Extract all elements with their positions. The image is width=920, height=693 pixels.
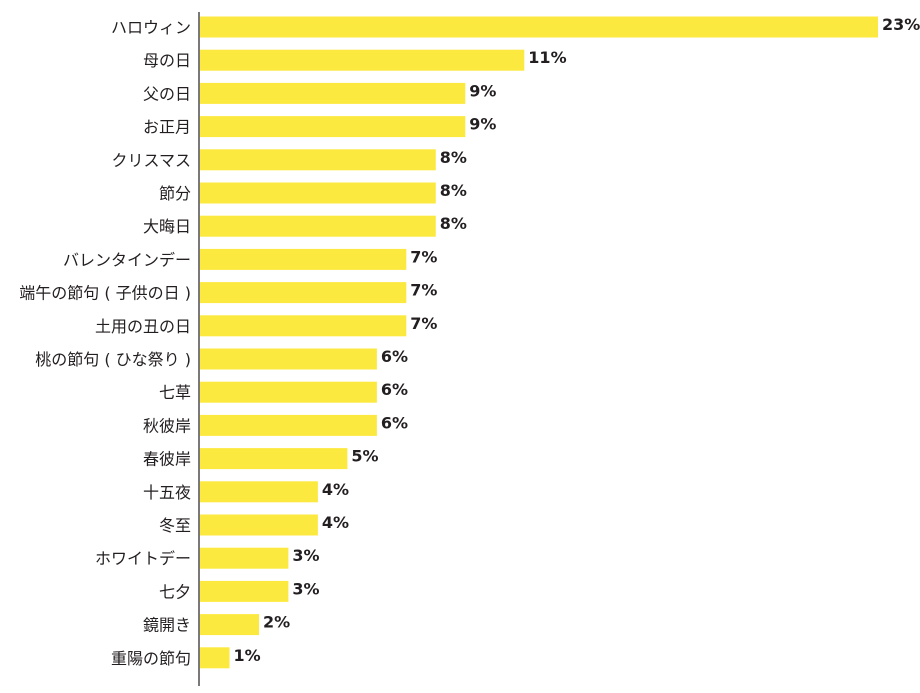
category-label-6: 大晦日 bbox=[143, 217, 191, 236]
bar-7 bbox=[200, 248, 407, 270]
bar-19 bbox=[200, 647, 230, 669]
bar-18 bbox=[200, 614, 259, 636]
category-label-13: 春彼岸 bbox=[143, 450, 191, 469]
value-label-9: 7% bbox=[410, 314, 437, 333]
category-label-2: 父の日 bbox=[143, 84, 191, 103]
value-label-10: 6% bbox=[381, 347, 408, 366]
bar-15 bbox=[200, 514, 318, 536]
value-label-15: 4% bbox=[322, 513, 349, 532]
value-label-17: 3% bbox=[292, 579, 319, 598]
category-label-1: 母の日 bbox=[143, 51, 191, 70]
value-label-13: 5% bbox=[351, 447, 378, 466]
bar-11 bbox=[200, 381, 377, 403]
value-label-4: 8% bbox=[440, 148, 467, 167]
category-label-17: 七夕 bbox=[159, 582, 191, 601]
value-label-18: 2% bbox=[263, 613, 290, 632]
bar-5 bbox=[200, 182, 436, 204]
value-label-8: 7% bbox=[410, 281, 437, 300]
value-label-12: 6% bbox=[381, 413, 408, 432]
category-label-14: 十五夜 bbox=[143, 483, 191, 502]
value-label-11: 6% bbox=[381, 380, 408, 399]
value-label-0: 23% bbox=[882, 15, 920, 34]
bar-10 bbox=[200, 348, 377, 370]
bar-4 bbox=[200, 149, 436, 171]
value-label-19: 1% bbox=[234, 646, 261, 665]
category-label-12: 秋彼岸 bbox=[143, 416, 191, 435]
bar-9 bbox=[200, 315, 407, 337]
value-label-7: 7% bbox=[410, 247, 437, 266]
bar-0 bbox=[200, 16, 878, 38]
category-label-3: お正月 bbox=[143, 118, 191, 137]
value-label-3: 9% bbox=[469, 115, 496, 134]
bar-8 bbox=[200, 282, 407, 304]
category-label-9: 土用の丑の日 bbox=[95, 317, 191, 336]
value-label-14: 4% bbox=[322, 480, 349, 499]
value-label-16: 3% bbox=[292, 546, 319, 565]
category-label-18: 鏡開き bbox=[143, 616, 191, 635]
bar-16 bbox=[200, 547, 289, 569]
category-label-11: 七草 bbox=[159, 383, 191, 402]
category-label-16: ホワイトデー bbox=[95, 549, 191, 568]
value-label-5: 8% bbox=[440, 181, 467, 200]
category-label-8: 端午の節句 ( 子供の日 ) bbox=[19, 284, 191, 303]
category-label-0: ハロウィン bbox=[111, 18, 191, 37]
category-label-19: 重陽の節句 bbox=[111, 649, 191, 668]
bars-group bbox=[200, 16, 878, 669]
value-label-6: 8% bbox=[440, 214, 467, 233]
bar-12 bbox=[200, 414, 377, 436]
category-label-7: バレンタインデー bbox=[63, 250, 191, 269]
category-label-15: 冬至 bbox=[159, 516, 191, 535]
bar-2 bbox=[200, 82, 466, 104]
category-label-5: 節分 bbox=[159, 184, 191, 203]
bar-6 bbox=[200, 215, 436, 237]
value-labels-group: 23%11%9%9%8%8%8%7%7%7%6%6%6%5%4%4%3%3%2%… bbox=[234, 15, 920, 665]
bar-1 bbox=[200, 49, 525, 71]
bar-3 bbox=[200, 116, 466, 138]
bar-13 bbox=[200, 448, 348, 470]
value-label-1: 11% bbox=[528, 48, 566, 67]
value-label-2: 9% bbox=[469, 81, 496, 100]
category-label-10: 桃の節句 ( ひな祭り ) bbox=[35, 350, 191, 369]
category-label-4: クリスマス bbox=[111, 151, 191, 170]
bar-14 bbox=[200, 481, 318, 503]
bar-17 bbox=[200, 580, 289, 602]
